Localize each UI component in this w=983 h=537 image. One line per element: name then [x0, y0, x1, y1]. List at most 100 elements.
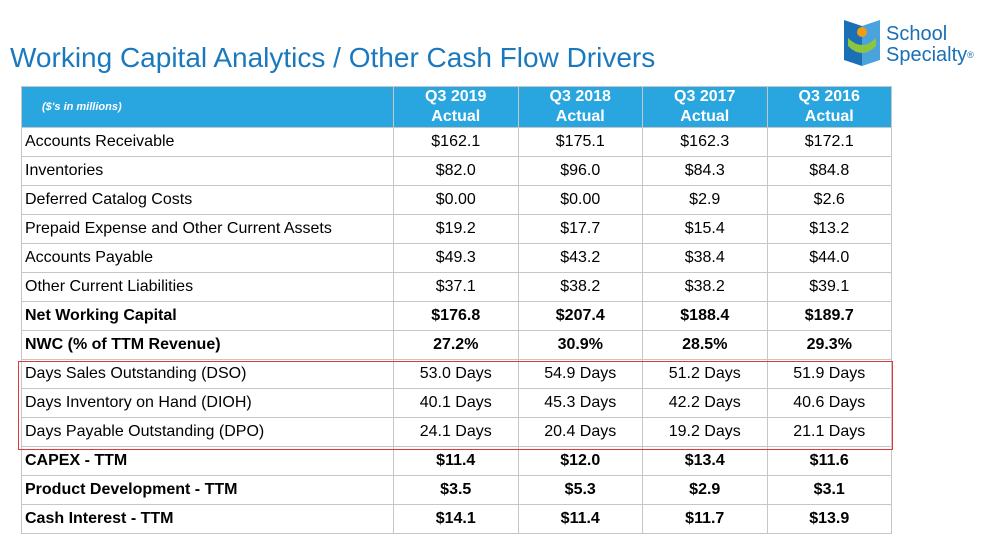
table-cell: $162.3 [642, 127, 768, 157]
table-cell: $49.3 [393, 243, 519, 273]
table-cell: 40.1 Days [393, 388, 519, 418]
table-cell: $84.3 [642, 156, 768, 186]
table-cell: $11.4 [393, 446, 519, 476]
table-cell: $2.9 [642, 185, 768, 215]
column-header: Q3 2019 Actual [393, 86, 519, 128]
working-capital-table: ($'s in millions) Q3 2019 Actual Q3 2018… [21, 86, 892, 534]
table-cell: $37.1 [393, 272, 519, 302]
column-period: Q3 2016 [798, 88, 860, 105]
table-row: Inventories $82.0 $96.0 $84.3 $84.8 [21, 156, 892, 186]
table-cell: $189.7 [766, 301, 892, 331]
table-cell: 27.2% [393, 330, 519, 360]
row-label: NWC (% of TTM Revenue) [21, 330, 394, 360]
school-specialty-logo: School Specialty® [840, 8, 980, 74]
table-row: Product Development - TTM $3.5 $5.3 $2.9 $3.… [21, 475, 892, 505]
table-cell: $175.1 [517, 127, 643, 157]
table-cell: $38.4 [642, 243, 768, 273]
table-cell: $13.4 [642, 446, 768, 476]
table-row: Days Sales Outstanding (DSO) 53.0 Days 54.… [21, 359, 892, 389]
table-cell: 30.9% [517, 330, 643, 360]
row-label: Days Payable Outstanding (DPO) [21, 417, 394, 447]
row-label: Days Inventory on Hand (DIOH) [21, 388, 394, 418]
column-header: Q3 2017 Actual [642, 86, 768, 128]
table-cell: $19.2 [393, 214, 519, 244]
table-cell: $172.1 [766, 127, 892, 157]
table-cell: $207.4 [517, 301, 643, 331]
table-row: Days Payable Outstanding (DPO) 24.1 Days 2… [21, 417, 892, 447]
table-cell: $38.2 [517, 272, 643, 302]
table-cell: 20.4 Days [517, 417, 643, 447]
table-cell: 19.2 Days [642, 417, 768, 447]
school-specialty-logo-icon [840, 12, 884, 68]
column-header: Q3 2016 Actual [766, 86, 892, 128]
table-cell: $43.2 [517, 243, 643, 273]
table-cell: $2.9 [642, 475, 768, 505]
table-row: Other Current Liabilities $37.1 $38.2 $38.2… [21, 272, 892, 302]
column-basis: Actual [431, 108, 481, 125]
table-cell: $44.0 [766, 243, 892, 273]
column-period: Q3 2017 [674, 88, 736, 105]
table-cell: $13.2 [766, 214, 892, 244]
table-cell: 28.5% [642, 330, 768, 360]
table-cell: $13.9 [766, 504, 892, 534]
table-cell: $11.6 [766, 446, 892, 476]
table-cell: $39.1 [766, 272, 892, 302]
column-basis: Actual [804, 108, 854, 125]
row-label: Net Working Capital [21, 301, 394, 331]
table-cell: $12.0 [517, 446, 643, 476]
table-cell: 21.1 Days [766, 417, 892, 447]
row-label: Inventories [21, 156, 394, 186]
table-cell: $11.7 [642, 504, 768, 534]
table-row: NWC (% of TTM Revenue) 27.2% 30.9% 28.5% 29.… [21, 330, 892, 360]
table-cell: 40.6 Days [766, 388, 892, 418]
table-cell: $5.3 [517, 475, 643, 505]
column-basis: Actual [680, 108, 730, 125]
table-cell: $162.1 [393, 127, 519, 157]
table-cell: $84.8 [766, 156, 892, 186]
row-label: Accounts Payable [21, 243, 394, 273]
row-label: Product Development - TTM [21, 475, 394, 505]
table-cell: 53.0 Days [393, 359, 519, 389]
table-cell: 42.2 Days [642, 388, 768, 418]
table-cell: $38.2 [642, 272, 768, 302]
table-row: Prepaid Expense and Other Current Assets… [21, 214, 892, 244]
table-cell: $11.4 [517, 504, 643, 534]
column-period: Q3 2019 [425, 88, 487, 105]
logo-text-line1: School [886, 23, 948, 45]
row-label: CAPEX - TTM [21, 446, 394, 476]
table-cell: $82.0 [393, 156, 519, 186]
table-cell: 45.3 Days [517, 388, 643, 418]
unit-label: ($'s in millions) [21, 86, 394, 128]
table-cell: $0.00 [393, 185, 519, 215]
table-row: Days Inventory on Hand (DIOH) 40.1 Days 45… [21, 388, 892, 418]
table-cell: $96.0 [517, 156, 643, 186]
table-cell: 51.2 Days [642, 359, 768, 389]
column-basis: Actual [555, 108, 605, 125]
table-cell: $3.1 [766, 475, 892, 505]
row-label: Days Sales Outstanding (DSO) [21, 359, 394, 389]
registered-mark: ® [967, 50, 974, 60]
table-cell: $17.7 [517, 214, 643, 244]
table-cell: 24.1 Days [393, 417, 519, 447]
row-label: Cash Interest - TTM [21, 504, 394, 534]
table-cell: $0.00 [517, 185, 643, 215]
table-row: CAPEX - TTM $11.4 $12.0 $13.4 $11.6 [21, 446, 892, 476]
column-period: Q3 2018 [549, 88, 611, 105]
table-cell: $2.6 [766, 185, 892, 215]
table-row: Net Working Capital $176.8 $207.4 $188.4 $18… [21, 301, 892, 331]
table-cell: 54.9 Days [517, 359, 643, 389]
table-cell: $176.8 [393, 301, 519, 331]
logo-text-line2: Specialty [886, 44, 968, 66]
table-cell: $188.4 [642, 301, 768, 331]
table-header-row: ($'s in millions) Q3 2019 Actual Q3 2018… [21, 86, 892, 128]
row-label: Prepaid Expense and Other Current Assets [21, 214, 394, 244]
column-header: Q3 2018 Actual [517, 86, 643, 128]
row-label: Other Current Liabilities [21, 272, 394, 302]
table-cell: $15.4 [642, 214, 768, 244]
page-title: Working Capital Analytics / Other Cash F… [10, 42, 656, 73]
table-cell: 29.3% [766, 330, 892, 360]
table-row: Deferred Catalog Costs $0.00 $0.00 $2.9 $2.6 [21, 185, 892, 215]
table-cell: 51.9 Days [766, 359, 892, 389]
table-cell: $14.1 [393, 504, 519, 534]
table-cell: $3.5 [393, 475, 519, 505]
